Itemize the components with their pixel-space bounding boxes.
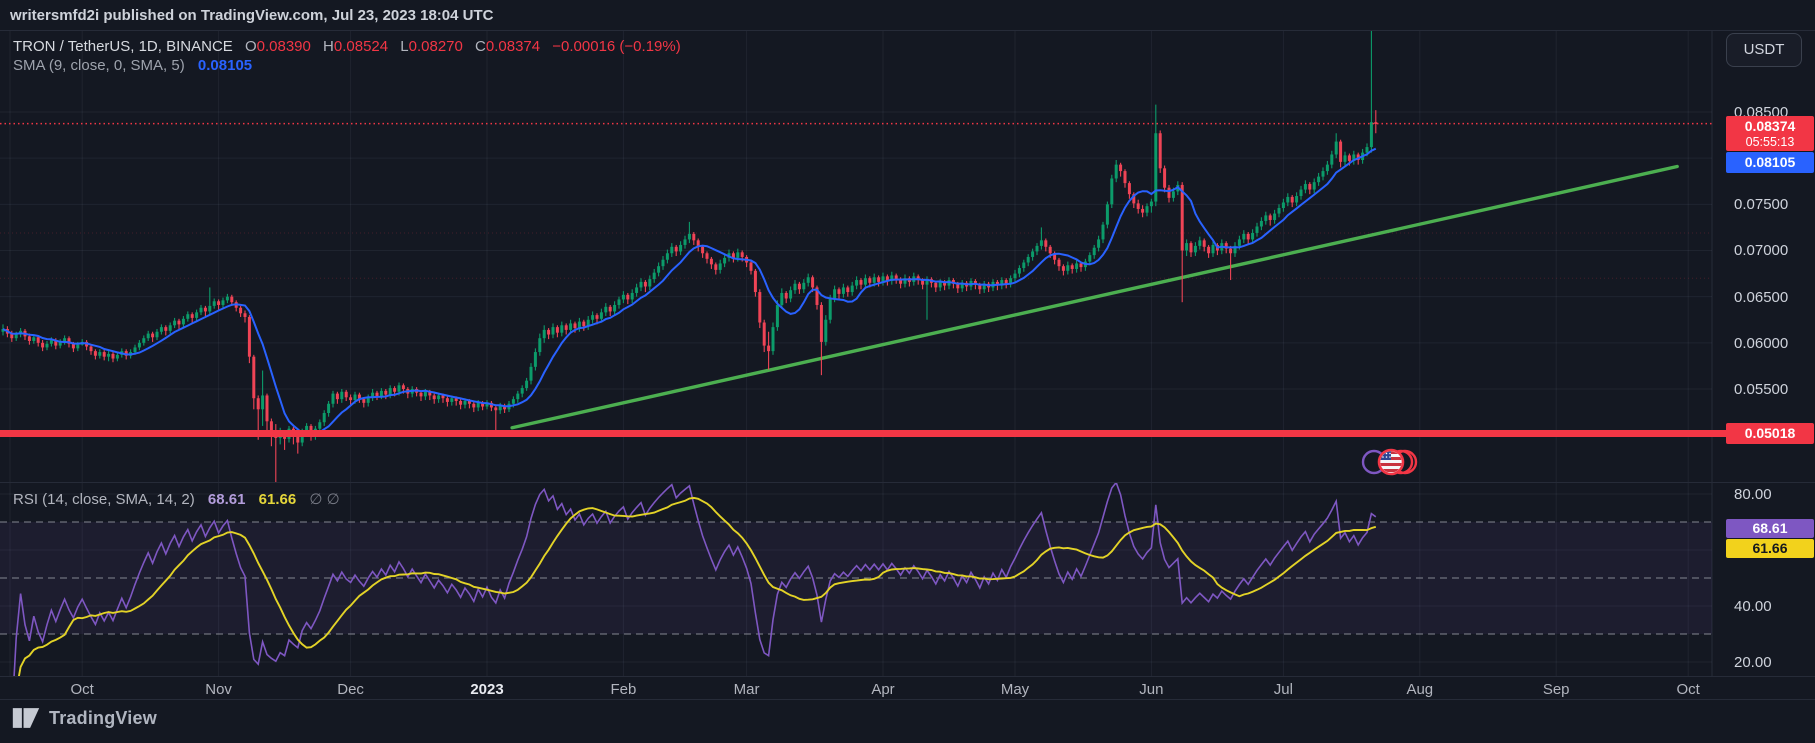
tradingview-logo[interactable]: TradingView xyxy=(12,707,157,729)
rsi-sma-legend-value: 61.66 xyxy=(258,491,297,508)
time-tick: Apr xyxy=(871,681,895,698)
time-tick: Aug xyxy=(1406,681,1434,698)
price-tick: 0.06500 xyxy=(1734,288,1789,306)
high-value: 0.08524 xyxy=(333,38,389,55)
tradingview-logo-text: TradingView xyxy=(49,707,157,728)
high-label: H xyxy=(323,38,334,55)
rsi-legend[interactable]: RSI (14, close, SMA, 14, 2) 68.61 61.66 … xyxy=(13,490,340,508)
close-value: 0.08374 xyxy=(485,38,541,55)
footer-divider xyxy=(0,699,1815,700)
price-tick: 0.05500 xyxy=(1734,380,1789,398)
time-tick: Dec xyxy=(337,681,364,698)
symbol-title: TRON / TetherUS, 1D, BINANCE xyxy=(13,38,233,55)
bar-countdown: 05:55:13 xyxy=(1745,135,1795,149)
time-tick: Sep xyxy=(1542,681,1570,698)
rsi-tick: 80.00 xyxy=(1734,486,1772,503)
sma-price-label: 0.08105 xyxy=(1726,152,1814,173)
time-tick: May xyxy=(1000,681,1030,698)
rsi-tick: 40.00 xyxy=(1734,598,1772,615)
time-tick: Oct xyxy=(1676,681,1700,698)
rsi-value-label: 68.61 xyxy=(1726,519,1814,538)
change-value: −0.00016 (−0.19%) xyxy=(552,38,681,55)
close-label: C xyxy=(475,38,486,55)
topbar-divider xyxy=(0,30,1815,31)
last-price-value: 0.08374 xyxy=(1744,118,1796,134)
attribution-text: writersmfd2i published on TradingView.co… xyxy=(10,7,494,24)
sma-legend[interactable]: SMA (9, close, 0, SMA, 5) 0.08105 xyxy=(13,57,252,74)
timescale-divider xyxy=(0,676,1815,677)
open-label: O xyxy=(244,38,257,55)
currency-toggle-button[interactable]: USDT xyxy=(1726,33,1802,67)
low-label: L xyxy=(400,38,409,55)
open-value: 0.08390 xyxy=(256,38,311,55)
time-tick: 2023 xyxy=(470,681,504,698)
rsi-sma-value-label: 61.66 xyxy=(1726,539,1814,558)
price-tick: 0.06000 xyxy=(1734,334,1789,352)
rsi-legend-label: RSI (14, close, SMA, 14, 2) xyxy=(13,491,195,508)
rsi-tick: 20.00 xyxy=(1734,654,1772,671)
time-tick: Oct xyxy=(70,681,94,698)
time-tick: Nov xyxy=(205,681,232,698)
time-tick: Jun xyxy=(1139,681,1164,698)
low-value: 0.08270 xyxy=(408,38,463,55)
time-tick: Mar xyxy=(733,681,760,698)
pane-divider[interactable] xyxy=(0,482,1815,483)
us-flag-event-icon xyxy=(1361,448,1418,476)
sma-legend-label: SMA (9, close, 0, SMA, 5) xyxy=(13,57,185,74)
price-tick: 0.07000 xyxy=(1734,242,1789,260)
sma-legend-value: 0.08105 xyxy=(197,57,253,74)
event-markers[interactable] xyxy=(1360,446,1418,483)
time-tick: Jul xyxy=(1273,681,1293,698)
support-level-label: 0.05018 xyxy=(1726,423,1814,444)
last-price-label[interactable]: 0.08374 05:55:13 xyxy=(1726,116,1814,151)
time-tick: Feb xyxy=(610,681,637,698)
rsi-empty-values: ∅ ∅ xyxy=(309,491,340,508)
tradingview-logo-icon xyxy=(12,708,40,728)
symbol-legend[interactable]: TRON / TetherUS, 1D, BINANCE O0.08390 H0… xyxy=(13,38,681,55)
rsi-legend-value: 68.61 xyxy=(207,491,246,508)
price-tick: 0.07500 xyxy=(1734,196,1789,214)
